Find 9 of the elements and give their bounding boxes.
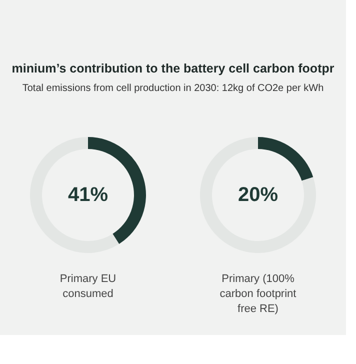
donut-slice	[200, 137, 316, 253]
text: Total emissions from cell production in 2030: 12kg of CO2e per kWh	[22, 83, 324, 94]
text: Primary EU consumed	[60, 273, 116, 300]
donut-slice	[30, 137, 120, 253]
text: minium’s contribution to the battery cell carbon footpr	[12, 62, 334, 76]
text: 20%	[238, 184, 278, 206]
donut-slice	[258, 137, 314, 181]
text: 41%	[68, 184, 108, 206]
text: Primary (100% carbon footprint free RE)	[220, 273, 296, 315]
